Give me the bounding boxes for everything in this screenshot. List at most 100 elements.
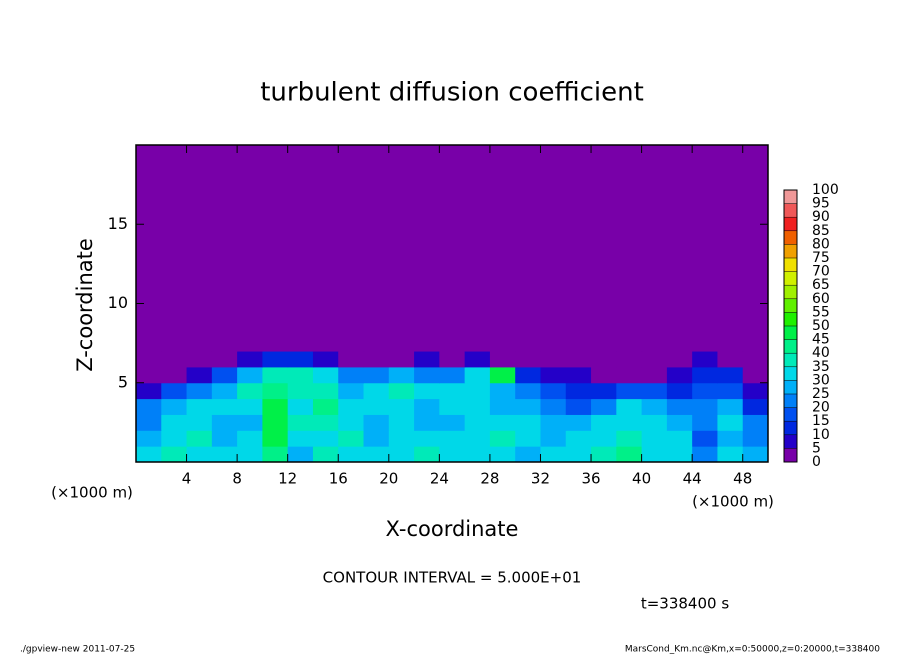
field-cell <box>540 430 567 447</box>
field-cell <box>489 398 516 415</box>
field-cell <box>312 446 339 463</box>
field-cell <box>641 414 668 431</box>
field-cell <box>338 145 365 352</box>
field-cell <box>136 382 162 400</box>
field-cell <box>591 398 617 415</box>
colorbar-label: 15 <box>812 413 830 429</box>
field-cell <box>692 145 718 352</box>
field-cell <box>287 398 314 415</box>
field-cell <box>211 430 238 447</box>
field-cell <box>237 366 263 384</box>
contour-interval: CONTOUR INTERVAL = 5.000E+01 <box>323 569 582 587</box>
field-cell <box>616 366 643 384</box>
field-cell <box>338 414 365 431</box>
x-tick-label: 24 <box>430 470 449 488</box>
field-cell <box>161 430 188 447</box>
field-cell <box>363 398 390 415</box>
field-cell <box>388 398 415 415</box>
field-cell <box>641 430 668 447</box>
field-cell <box>565 382 592 400</box>
field-cell <box>186 398 213 415</box>
field-cell <box>262 430 289 447</box>
field-cell <box>338 351 365 368</box>
field-cell <box>464 366 491 384</box>
field-cell <box>717 351 744 368</box>
field-cell <box>591 430 617 447</box>
field-cell <box>161 366 188 384</box>
field-cell <box>464 446 491 463</box>
field-cell <box>666 446 693 463</box>
field-cell <box>616 398 643 415</box>
field-cell <box>136 446 162 463</box>
field-cell <box>312 414 339 431</box>
field-cell <box>211 414 238 431</box>
colorbar-swatch <box>784 312 797 326</box>
field-cell <box>616 351 643 368</box>
field-cell <box>591 382 617 400</box>
field-cell <box>641 145 668 352</box>
field-cell <box>540 446 567 463</box>
colorbar-label: 20 <box>812 400 830 416</box>
field-cell <box>312 382 339 400</box>
colorbar-swatch <box>784 258 797 272</box>
field-cell <box>717 430 744 447</box>
field-cell <box>515 446 541 463</box>
field-cell <box>616 446 643 463</box>
field-cell <box>136 366 162 384</box>
field-cell <box>464 145 491 352</box>
field-cell <box>591 446 617 463</box>
field-cell <box>363 351 390 368</box>
field-cell <box>262 351 289 368</box>
field-cell <box>287 382 314 400</box>
field-cell <box>312 351 339 368</box>
field-cell <box>515 430 541 447</box>
field-cell <box>338 382 365 400</box>
field-cell <box>439 430 466 447</box>
field-cell <box>591 145 617 352</box>
field-cell <box>237 382 263 400</box>
field-cell <box>464 382 491 400</box>
field-cell <box>742 145 769 352</box>
field-cell <box>717 366 744 384</box>
field-cell <box>489 145 516 352</box>
field-cell <box>717 446 744 463</box>
colorbar-label: 0 <box>812 454 821 470</box>
field-cell <box>186 430 213 447</box>
colorbar-swatch <box>784 217 797 231</box>
field-cell <box>414 446 440 463</box>
field-cell <box>439 446 466 463</box>
x-tick-label: 36 <box>581 470 600 488</box>
field-cell <box>211 366 238 384</box>
field-cell <box>692 398 718 415</box>
field-cell <box>136 398 162 415</box>
field-cell <box>515 145 541 352</box>
field-cell <box>616 430 643 447</box>
x-tick-label: 16 <box>329 470 348 488</box>
field-cell <box>439 351 466 368</box>
field-cell <box>515 366 541 384</box>
field-cell <box>186 366 213 384</box>
field-cell <box>742 430 769 447</box>
field-cell <box>388 145 415 352</box>
field-cell <box>262 446 289 463</box>
field-cell <box>161 414 188 431</box>
field-cell <box>515 414 541 431</box>
colorbar-label: 5 <box>812 440 821 456</box>
field-cell <box>692 382 718 400</box>
field-cell <box>237 446 263 463</box>
field-cell <box>666 145 693 352</box>
field-cell <box>515 382 541 400</box>
field-cell <box>717 414 744 431</box>
field-cell <box>186 145 213 352</box>
colorbar-swatch <box>784 339 797 354</box>
field-cell <box>692 351 718 368</box>
field-cell <box>666 414 693 431</box>
field-cell <box>262 145 289 352</box>
x-tick-label: 4 <box>182 470 192 488</box>
field-cell <box>161 446 188 463</box>
y-tick-label: 10 <box>108 293 128 312</box>
field-cell <box>717 398 744 415</box>
field-cell <box>414 145 440 352</box>
field-cell <box>692 446 718 463</box>
